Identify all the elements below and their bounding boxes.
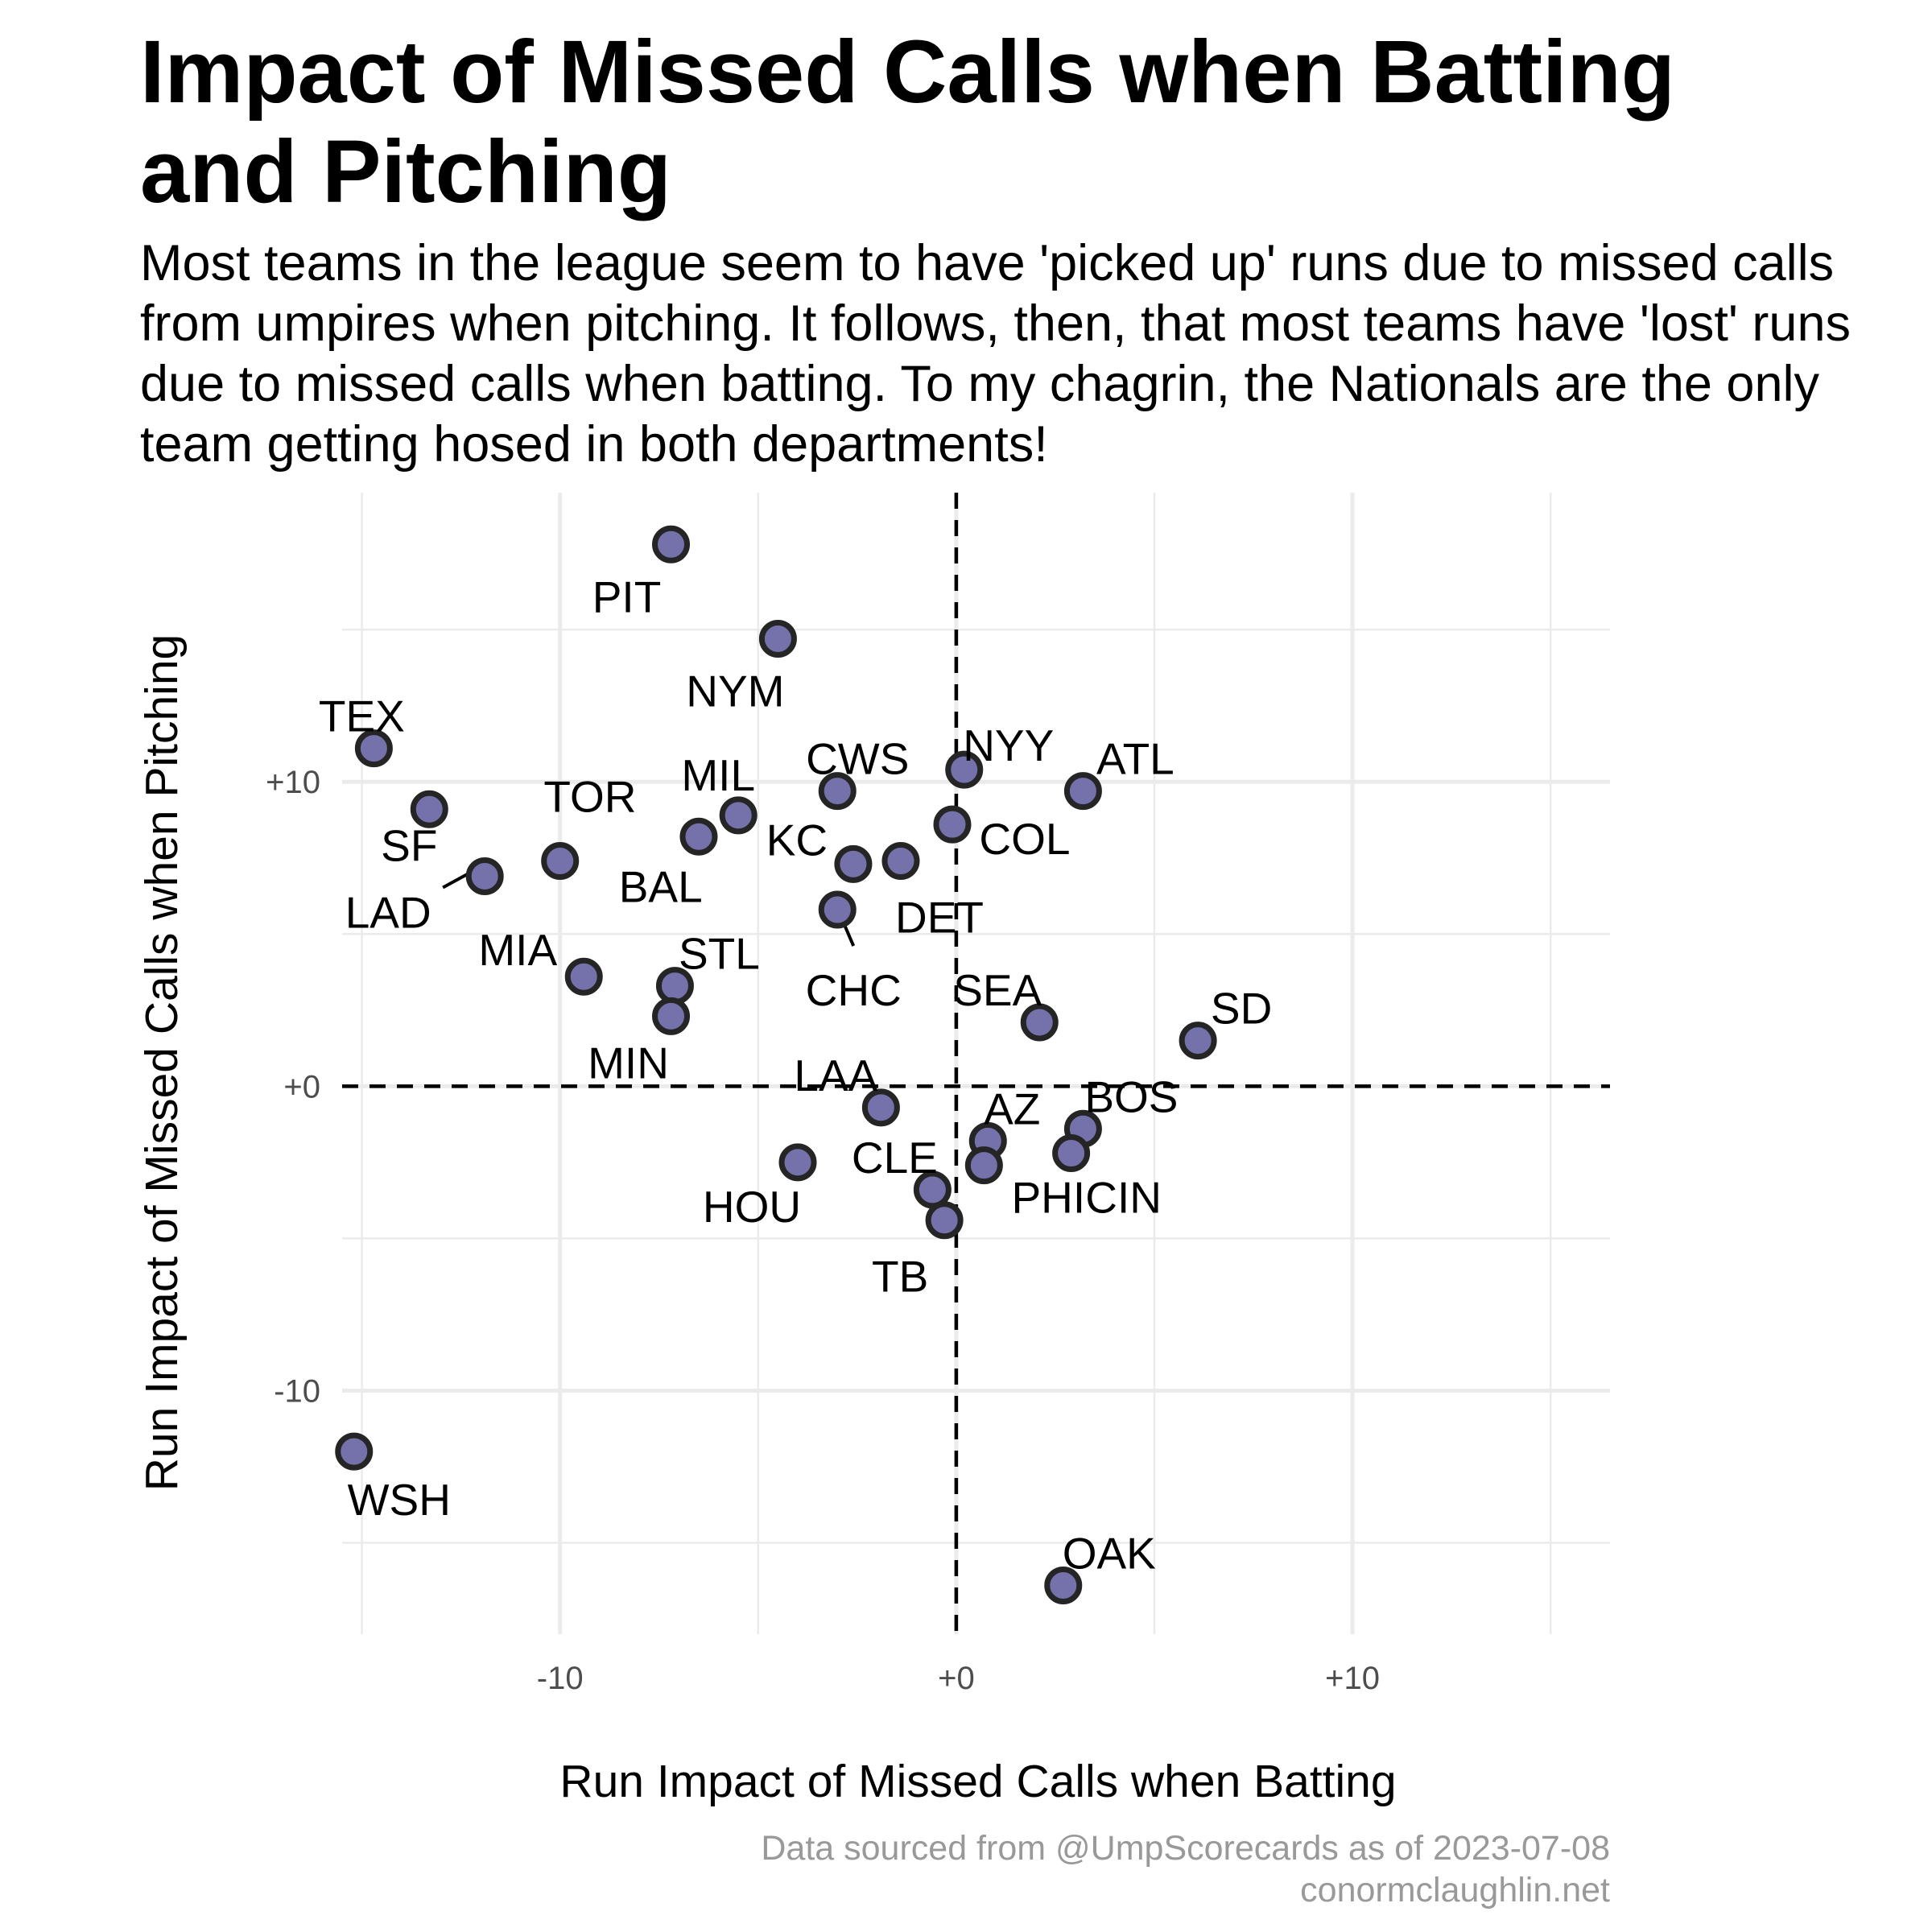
label-bos: BOS xyxy=(1084,1071,1178,1121)
point-mil xyxy=(719,796,758,835)
point-tor xyxy=(679,817,718,856)
reference-lines xyxy=(342,493,1610,1634)
label-az: AZ xyxy=(984,1084,1040,1133)
label-cin: CIN xyxy=(1085,1173,1162,1223)
label-oak: OAK xyxy=(1063,1528,1156,1578)
label-nyy: NYY xyxy=(963,720,1054,770)
axis-ticks: -10 +0 +10 -10 +0 +10 xyxy=(266,765,1380,1696)
label-mil: MIL xyxy=(681,750,755,800)
point-min xyxy=(652,997,691,1035)
x-tick-label: -10 xyxy=(537,1661,584,1696)
label-tb: TB xyxy=(872,1252,928,1302)
label-chc: CHC xyxy=(806,965,902,1015)
point-lad xyxy=(465,857,504,895)
point-tex xyxy=(354,729,393,768)
point-labels: PIT NYM TEX NYY ATL CWS MIL SF COL KC TOR BAL DET LAD… xyxy=(319,572,1272,1578)
point-atl xyxy=(1063,772,1102,811)
point-hou xyxy=(778,1143,817,1182)
label-sd: SD xyxy=(1211,984,1272,1034)
label-pit: PIT xyxy=(592,572,662,621)
x-tick-label: +10 xyxy=(1325,1661,1380,1696)
label-tor: TOR xyxy=(543,771,636,821)
label-stl: STL xyxy=(679,929,760,979)
point-nyy xyxy=(945,750,984,789)
point-cin xyxy=(1052,1134,1091,1173)
label-sea: SEA xyxy=(953,965,1042,1015)
y-axis-title: Run Impact of Missed Calls when Pitching xyxy=(136,634,188,1491)
label-wsh: WSH xyxy=(348,1475,451,1525)
point-tb xyxy=(925,1201,964,1240)
label-det: DET xyxy=(895,893,984,943)
label-lad: LAD xyxy=(345,887,431,937)
label-tex: TEX xyxy=(319,691,405,741)
label-phi: PHI xyxy=(1012,1173,1086,1223)
label-col: COL xyxy=(979,814,1070,864)
label-cle: CLE xyxy=(852,1133,938,1183)
point-oak xyxy=(1044,1566,1083,1604)
point-sd xyxy=(1179,1022,1217,1060)
label-kc: KC xyxy=(766,815,828,865)
point-pit xyxy=(652,525,691,564)
y-tick-label: +0 xyxy=(283,1069,320,1104)
point-nym xyxy=(758,620,797,658)
label-atl: ATL xyxy=(1096,734,1174,784)
label-nym: NYM xyxy=(686,667,784,716)
point-col xyxy=(933,805,972,844)
point-bal xyxy=(541,842,580,881)
y-tick-label: +10 xyxy=(266,765,320,800)
chart-subtitle: Most teams in the league seem to have 'p… xyxy=(140,235,1851,473)
label-sf: SF xyxy=(381,820,437,870)
grid-lines xyxy=(342,493,1610,1634)
point-laa xyxy=(861,1088,900,1127)
label-hou: HOU xyxy=(703,1182,801,1232)
point-mia xyxy=(564,957,603,996)
point-det xyxy=(881,842,920,881)
label-laa: LAA xyxy=(794,1051,877,1100)
label-min: MIN xyxy=(588,1038,669,1088)
label-mia: MIA xyxy=(478,925,557,975)
data-points xyxy=(335,525,1217,1604)
point-kc xyxy=(834,844,873,883)
x-axis-title: Run Impact of Missed Calls when Batting xyxy=(559,1756,1396,1807)
label-bal: BAL xyxy=(619,862,703,912)
chart-title: Impact of Missed Calls when Batting and … xyxy=(140,23,1675,221)
caption-site: conormclaughlin.net xyxy=(1300,1871,1610,1909)
caption-source: Data sourced from @UmpScorecards as of 2… xyxy=(761,1829,1610,1868)
point-wsh xyxy=(335,1432,374,1471)
point-sf xyxy=(410,790,448,828)
label-cws: CWS xyxy=(806,734,909,784)
point-sea xyxy=(1020,1003,1059,1042)
point-chc xyxy=(818,890,857,929)
point-phi xyxy=(964,1146,1003,1185)
point-cws xyxy=(818,772,857,811)
x-tick-label: +0 xyxy=(938,1661,975,1696)
y-tick-label: -10 xyxy=(274,1373,320,1409)
